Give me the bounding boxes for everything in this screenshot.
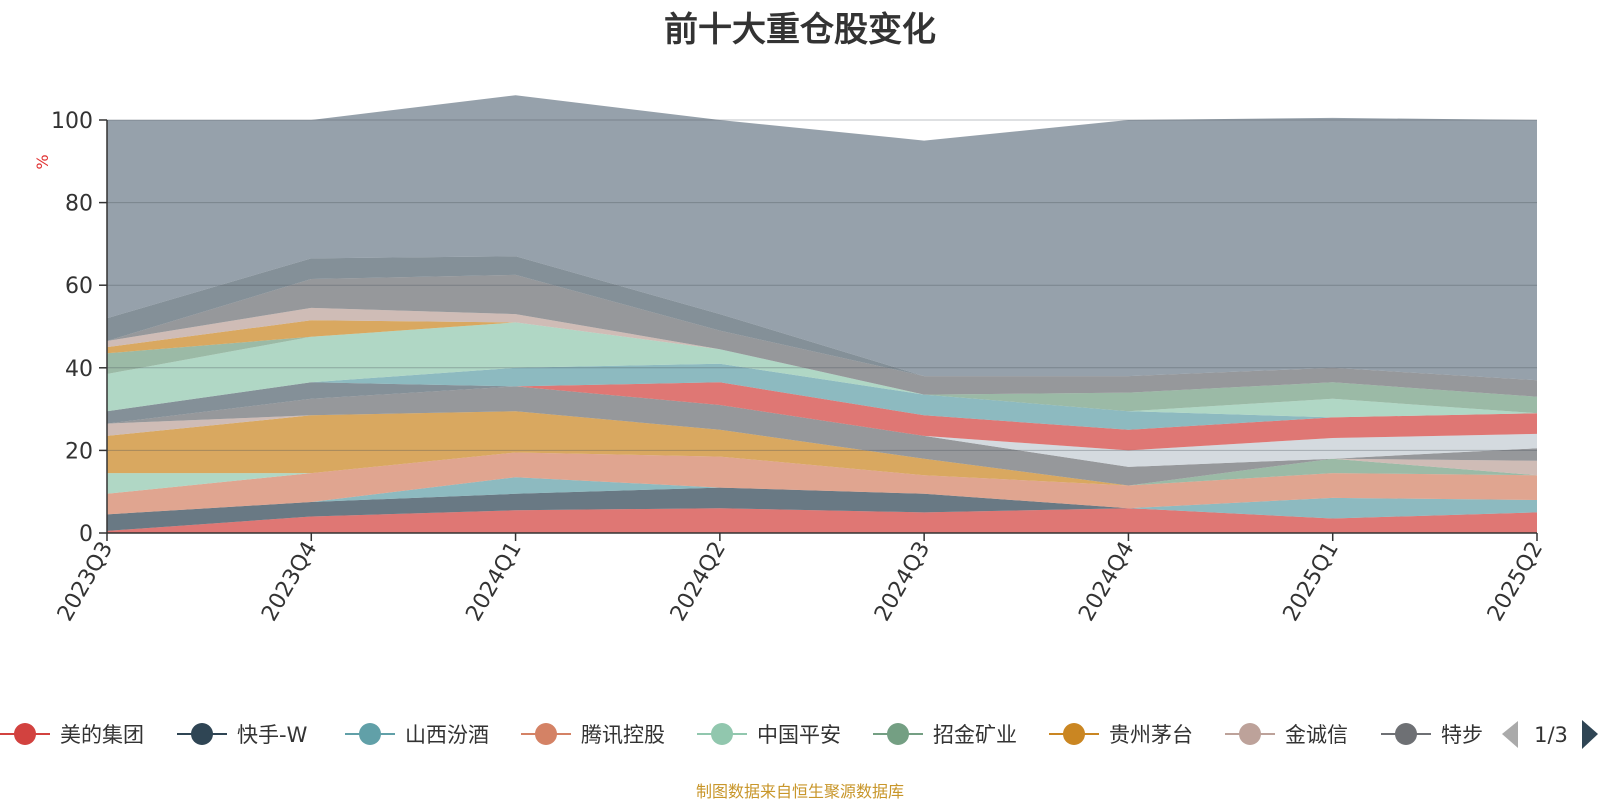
y-tick-label: 100 [51, 109, 93, 134]
x-tick-label: 2024Q3 [870, 538, 935, 626]
area-series-7 [107, 411, 1537, 486]
legend-item[interactable]: 中国平安 [697, 723, 841, 747]
legend-label: 中国平安 [757, 723, 841, 747]
y-tick-label: 60 [65, 274, 93, 299]
legend-item[interactable]: 贵州茅台 [1049, 723, 1193, 747]
legend-marker-icon [1395, 723, 1417, 745]
y-axis-unit-label: % [33, 154, 52, 169]
legend-marker-icon [14, 723, 36, 745]
legend-next-page-icon[interactable] [1582, 720, 1598, 749]
area-series-12 [107, 363, 1537, 430]
x-tick-label: 2024Q2 [666, 538, 731, 626]
legend-label: 腾讯控股 [581, 723, 665, 747]
area-series-3 [107, 452, 1537, 515]
y-tick-label: 40 [65, 357, 93, 382]
legend-marker-icon [1063, 723, 1085, 745]
legend-item[interactable]: 美的集团 [0, 723, 144, 747]
chart-title: 前十大重仓股变化 [664, 10, 936, 50]
legend-label: 贵州茅台 [1109, 723, 1193, 747]
x-tick-label: 2023Q3 [53, 538, 118, 626]
legend-item[interactable]: 快手-W [177, 723, 308, 747]
area-series-13 [107, 322, 1537, 418]
legend: 美的集团 快手-W 山西汾酒 腾讯控股 中国平安 招金矿业 贵州茅台 金诚信 特步 1/3 [0, 720, 1598, 749]
area-series-17 [107, 274, 1537, 397]
area-series-0 [107, 508, 1537, 533]
x-tick-label: 2024Q4 [1074, 538, 1139, 626]
legend-marker-icon [535, 723, 557, 745]
x-tick-label: 2025Q1 [1279, 538, 1344, 626]
x-tick-label: 2025Q2 [1483, 538, 1548, 626]
x-tick-label: 2023Q4 [257, 538, 322, 626]
legend-label: 特步 [1441, 723, 1483, 747]
y-tick-label: 20 [65, 439, 93, 464]
area-series-11 [107, 382, 1537, 451]
legend-marker-icon [711, 723, 733, 745]
y-tick-label: 80 [65, 192, 93, 217]
legend-marker-icon [191, 723, 213, 745]
footer-credit: 制图数据来自恒生聚源数据库 [695, 782, 904, 801]
legend-item[interactable]: 金诚信 [1225, 723, 1348, 747]
legend-label: 美的集团 [60, 723, 144, 747]
legend-label: 招金矿业 [933, 723, 1017, 747]
legend-label: 快手-W [237, 723, 308, 747]
legend-item[interactable]: 山西汾酒 [345, 723, 489, 747]
area-series-1 [107, 487, 1537, 531]
legend-item[interactable]: 招金矿业 [873, 723, 1017, 747]
legend-marker-icon [1239, 723, 1261, 745]
area-series-14 [107, 322, 1537, 414]
area-series-19 [107, 95, 1537, 381]
area-series-2 [107, 477, 1537, 519]
legend-item[interactable]: 特步 [1381, 723, 1483, 747]
legend-label: 金诚信 [1285, 723, 1348, 747]
legend-label: 山西汾酒 [405, 723, 489, 747]
legend-page-indicator: 1/3 [1534, 723, 1568, 747]
x-tick-label: 2024Q1 [461, 538, 526, 626]
legend-item[interactable]: 腾讯控股 [521, 723, 665, 747]
legend-prev-page-icon[interactable] [1502, 721, 1518, 748]
legend-marker-icon [887, 723, 909, 745]
area-series-6 [107, 411, 1537, 486]
y-tick-label: 0 [79, 522, 93, 547]
area-layer [107, 95, 1537, 533]
area-series-8 [107, 386, 1537, 486]
legend-marker-icon [359, 723, 381, 745]
